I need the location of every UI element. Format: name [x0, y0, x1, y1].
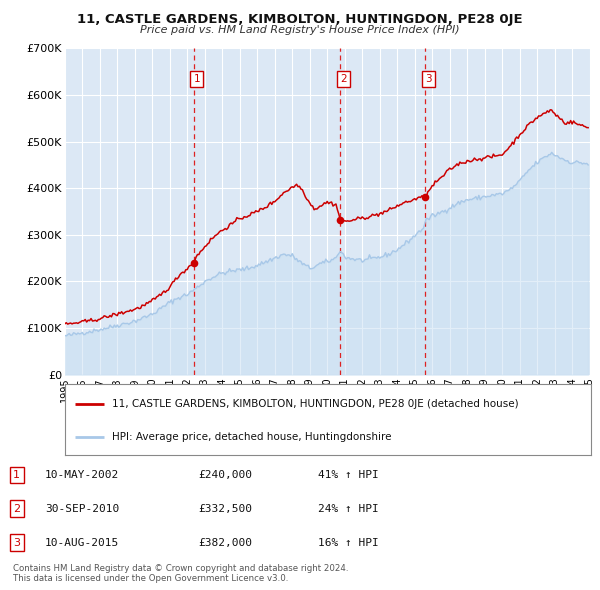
Text: This data is licensed under the Open Government Licence v3.0.: This data is licensed under the Open Gov…	[13, 574, 289, 583]
Text: Price paid vs. HM Land Registry's House Price Index (HPI): Price paid vs. HM Land Registry's House …	[140, 25, 460, 35]
Text: HPI: Average price, detached house, Huntingdonshire: HPI: Average price, detached house, Hunt…	[112, 432, 392, 442]
Text: 41% ↑ HPI: 41% ↑ HPI	[318, 470, 379, 480]
Text: 10-MAY-2002: 10-MAY-2002	[45, 470, 119, 480]
Text: 1: 1	[193, 74, 200, 84]
Text: 16% ↑ HPI: 16% ↑ HPI	[318, 538, 379, 548]
Text: 3: 3	[425, 74, 432, 84]
Text: Contains HM Land Registry data © Crown copyright and database right 2024.: Contains HM Land Registry data © Crown c…	[13, 565, 349, 573]
Text: £382,000: £382,000	[198, 538, 252, 548]
Text: 24% ↑ HPI: 24% ↑ HPI	[318, 504, 379, 513]
Text: 11, CASTLE GARDENS, KIMBOLTON, HUNTINGDON, PE28 0JE: 11, CASTLE GARDENS, KIMBOLTON, HUNTINGDO…	[77, 13, 523, 26]
Text: 1: 1	[13, 470, 20, 480]
Text: £332,500: £332,500	[198, 504, 252, 513]
Text: 11, CASTLE GARDENS, KIMBOLTON, HUNTINGDON, PE28 0JE (detached house): 11, CASTLE GARDENS, KIMBOLTON, HUNTINGDO…	[112, 399, 519, 409]
Text: 3: 3	[13, 538, 20, 548]
Text: 2: 2	[13, 504, 20, 513]
Text: 2: 2	[340, 74, 347, 84]
Text: 10-AUG-2015: 10-AUG-2015	[45, 538, 119, 548]
Text: 30-SEP-2010: 30-SEP-2010	[45, 504, 119, 513]
Text: £240,000: £240,000	[198, 470, 252, 480]
